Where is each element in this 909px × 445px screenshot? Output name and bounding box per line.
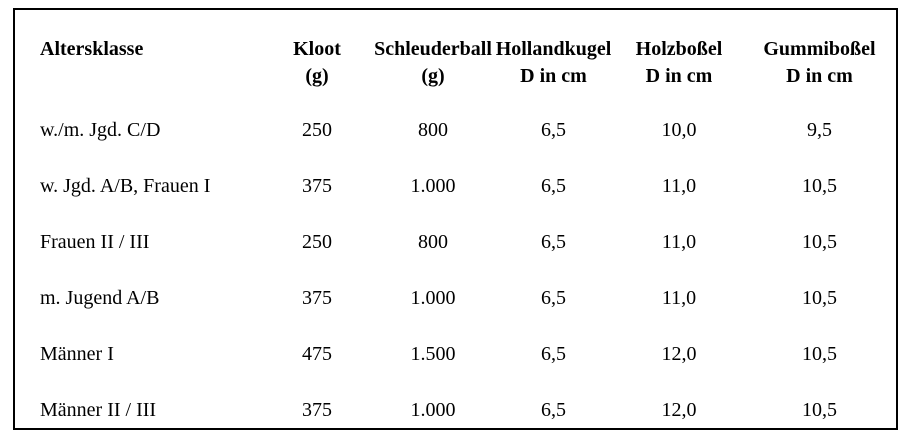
header-unit: (g) [421,65,445,87]
cell-schleuderball: 1.000 [410,174,456,197]
cell-altersklasse: w./m. Jgd. C/D [40,118,161,141]
cell-kloot: 250 [302,118,332,141]
cell-hollandkugel: 6,5 [541,342,566,365]
header-label: Holzboßel [635,38,723,60]
cell-hollandkugel: 6,5 [541,118,566,141]
header-label: Hollandkugel [495,38,612,60]
equipment-table-frame: Altersklasse Kloot (g) Schleuderball (g)… [13,8,898,430]
cell-hollandkugel: 6,5 [541,174,566,197]
cell-gummibossel: 10,5 [802,174,837,197]
header-unit: (g) [305,65,329,87]
table-row: Männer I 475 1.500 6,5 12,0 10,5 [15,326,896,382]
cell-holzbossel: 10,0 [661,118,697,141]
cell-altersklasse: w. Jgd. A/B, Frauen I [40,174,211,197]
header-unit: D in cm [786,65,853,87]
table-header: Altersklasse Kloot (g) Schleuderball (g)… [15,10,896,102]
cell-schleuderball: 1.000 [410,398,456,421]
header-row: Altersklasse Kloot (g) Schleuderball (g)… [15,10,896,102]
column-header-hollandkugel: Hollandkugel D in cm [492,10,615,102]
cell-kloot: 475 [302,342,332,365]
cell-gummibossel: 10,5 [802,286,837,309]
cell-altersklasse: Männer II / III [40,398,157,421]
header-label: Kloot [293,38,341,60]
header-label: Gummiboßel [763,38,876,60]
column-header-holzbossel: Holzboßel D in cm [615,10,743,102]
cell-gummibossel: 10,5 [802,398,837,421]
cell-holzbossel: 12,0 [661,342,697,365]
cell-gummibossel: 9,5 [807,118,832,141]
cell-altersklasse: Männer I [40,342,114,365]
cell-kloot: 375 [302,174,332,197]
table-row: m. Jugend A/B 375 1.000 6,5 11,0 10,5 [15,270,896,326]
column-header-altersklasse: Altersklasse [15,10,260,102]
cell-schleuderball: 800 [418,230,448,253]
table-row: Männer II / III 375 1.000 6,5 12,0 10,5 [15,382,896,438]
cell-schleuderball: 800 [418,118,448,141]
cell-holzbossel: 12,0 [661,398,697,421]
table-row: w. Jgd. A/B, Frauen I 375 1.000 6,5 11,0… [15,158,896,214]
cell-schleuderball: 1.000 [410,286,456,309]
header-label: Schleuderball [374,38,492,60]
cell-hollandkugel: 6,5 [541,286,566,309]
cell-hollandkugel: 6,5 [541,230,566,253]
cell-altersklasse: m. Jugend A/B [40,286,160,309]
column-header-schleuderball: Schleuderball (g) [374,10,492,102]
cell-kloot: 375 [302,286,332,309]
cell-gummibossel: 10,5 [802,230,837,253]
header-label: Altersklasse [40,38,144,60]
cell-hollandkugel: 6,5 [541,398,566,421]
cell-schleuderball: 1.500 [410,342,456,365]
cell-holzbossel: 11,0 [661,230,697,253]
cell-holzbossel: 11,0 [661,174,697,197]
cell-kloot: 250 [302,230,332,253]
equipment-table: Altersklasse Kloot (g) Schleuderball (g)… [15,10,896,438]
column-header-gummibossel: Gummiboßel D in cm [743,10,896,102]
header-unit: D in cm [645,65,713,87]
cell-gummibossel: 10,5 [802,342,837,365]
table-row: w./m. Jgd. C/D 250 800 6,5 10,0 9,5 [15,102,896,158]
cell-kloot: 375 [302,398,332,421]
cell-altersklasse: Frauen II / III [40,230,150,253]
cell-holzbossel: 11,0 [661,286,697,309]
table-body: w./m. Jgd. C/D 250 800 6,5 10,0 9,5 w. J… [15,102,896,438]
header-unit: D in cm [520,65,587,87]
table-row: Frauen II / III 250 800 6,5 11,0 10,5 [15,214,896,270]
column-header-kloot: Kloot (g) [260,10,374,102]
